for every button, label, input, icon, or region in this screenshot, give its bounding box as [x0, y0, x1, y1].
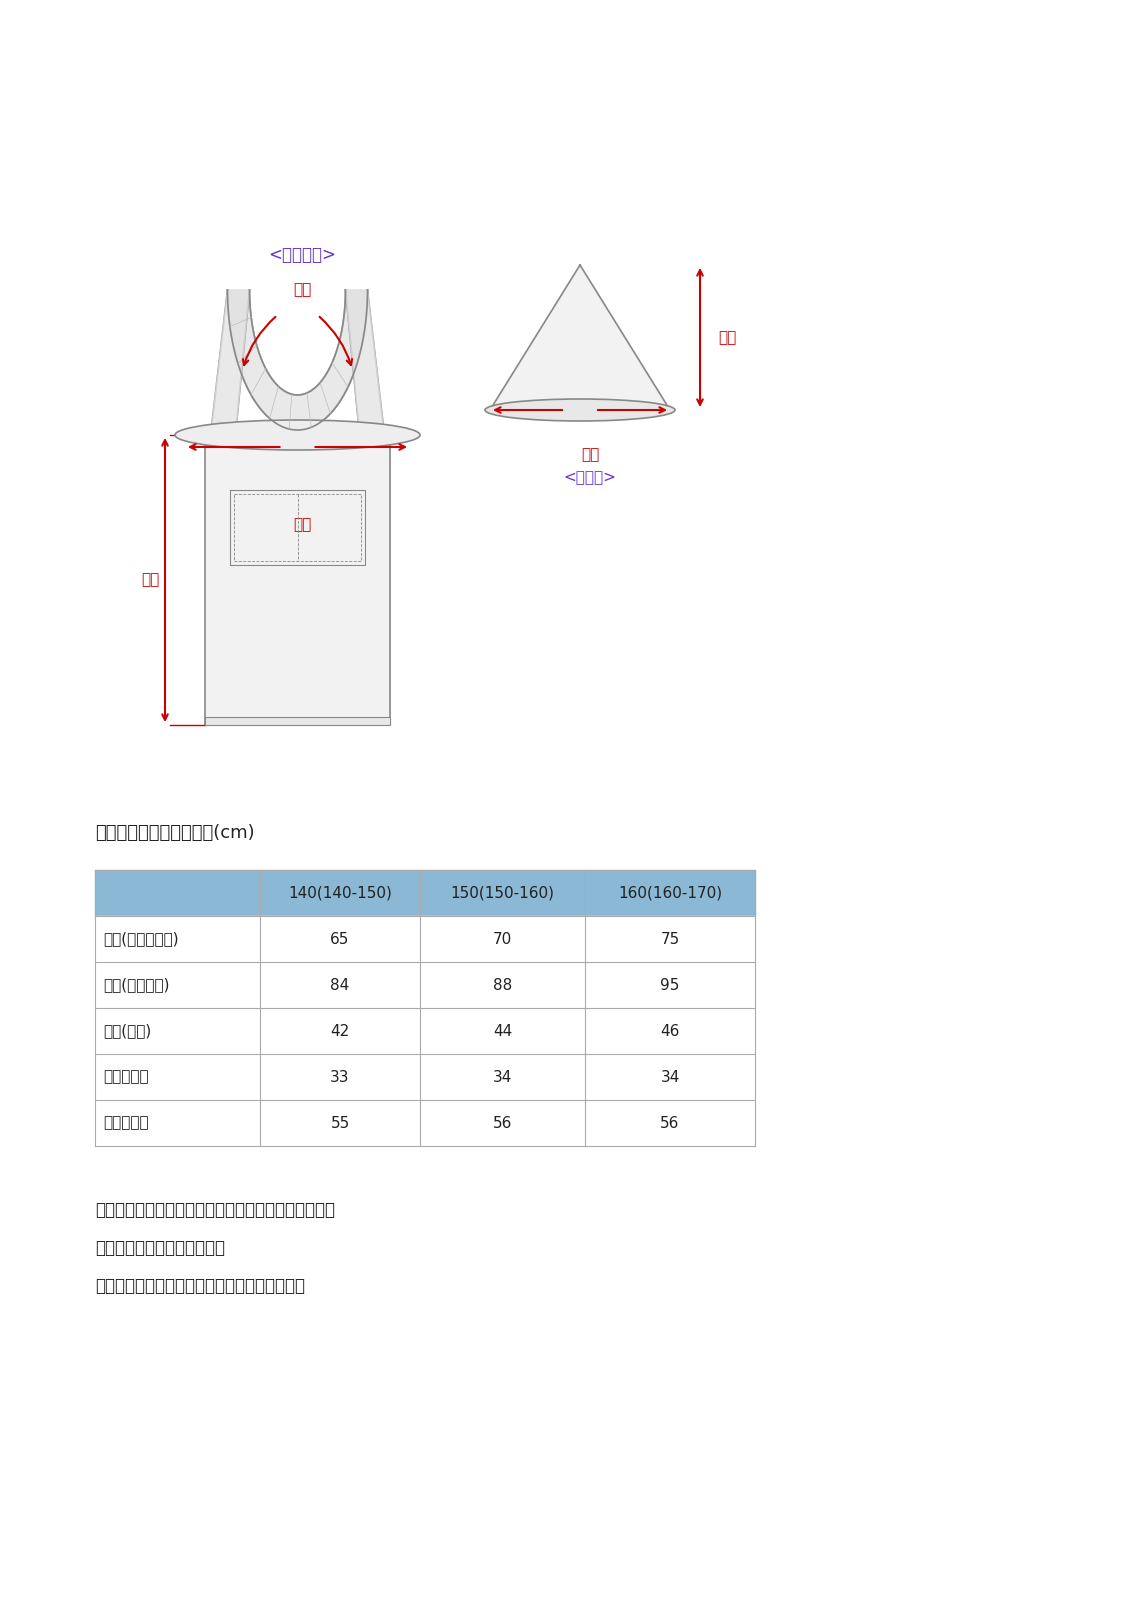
Text: <エプロン>: <エプロン>	[268, 246, 337, 264]
Polygon shape	[95, 1008, 756, 1054]
Text: 44: 44	[493, 1024, 512, 1038]
Text: 三角巾頭囲: 三角巾頭囲	[103, 1115, 148, 1131]
Text: 88: 88	[493, 978, 512, 992]
Text: 製品平置き寸法表　単位(cm): 製品平置き寸法表 単位(cm)	[95, 824, 254, 842]
Text: <三角巾>: <三角巾>	[563, 470, 616, 485]
Polygon shape	[205, 435, 390, 725]
Text: 首紐: 首紐	[293, 283, 312, 298]
Ellipse shape	[485, 398, 675, 421]
Polygon shape	[345, 290, 385, 440]
Bar	[205, 717, 390, 725]
Text: 着丈(エプロン丈): 着丈(エプロン丈)	[103, 931, 179, 947]
Text: あらかじめご了承ください。: あらかじめご了承ください。	[95, 1238, 225, 1258]
Text: 56: 56	[493, 1115, 512, 1131]
Text: 身幅: 身幅	[293, 517, 312, 533]
Text: 身幅(腰まわり): 身幅(腰まわり)	[103, 978, 170, 992]
Text: 140(140-150): 140(140-150)	[288, 885, 392, 901]
Text: 46: 46	[661, 1024, 680, 1038]
Text: 65: 65	[330, 931, 349, 947]
Polygon shape	[95, 870, 756, 915]
Text: 34: 34	[661, 1069, 680, 1085]
Text: 160(160-170): 160(160-170)	[618, 885, 722, 901]
Polygon shape	[490, 266, 670, 410]
Text: 商品によって平置きサイズと若干誤差がございます。: 商品によって平置きサイズと若干誤差がございます。	[95, 1202, 335, 1219]
Polygon shape	[95, 1101, 756, 1146]
Text: 長さ: 長さ	[718, 330, 736, 346]
Ellipse shape	[175, 419, 420, 450]
Text: 三角巾長さ: 三角巾長さ	[103, 1069, 148, 1085]
Polygon shape	[210, 290, 250, 440]
Text: 42: 42	[330, 1024, 349, 1038]
Text: 56: 56	[661, 1115, 680, 1131]
Text: 70: 70	[493, 931, 512, 947]
Polygon shape	[95, 915, 756, 962]
Text: 55: 55	[330, 1115, 349, 1131]
Text: 頭囲: 頭囲	[581, 448, 599, 462]
Polygon shape	[95, 962, 756, 1008]
Polygon shape	[227, 290, 368, 430]
Text: 34: 34	[493, 1069, 512, 1085]
Text: 首紐(ゴム): 首紐(ゴム)	[103, 1024, 152, 1038]
Text: 75: 75	[661, 931, 680, 947]
Text: 150(150-160): 150(150-160)	[450, 885, 554, 901]
Text: 33: 33	[330, 1069, 349, 1085]
Text: サイズ表を御確認の上御購入お願い致します。: サイズ表を御確認の上御購入お願い致します。	[95, 1277, 305, 1294]
Text: 95: 95	[661, 978, 680, 992]
Polygon shape	[95, 1054, 756, 1101]
Text: 84: 84	[330, 978, 349, 992]
Text: 着丈: 着丈	[141, 573, 159, 587]
